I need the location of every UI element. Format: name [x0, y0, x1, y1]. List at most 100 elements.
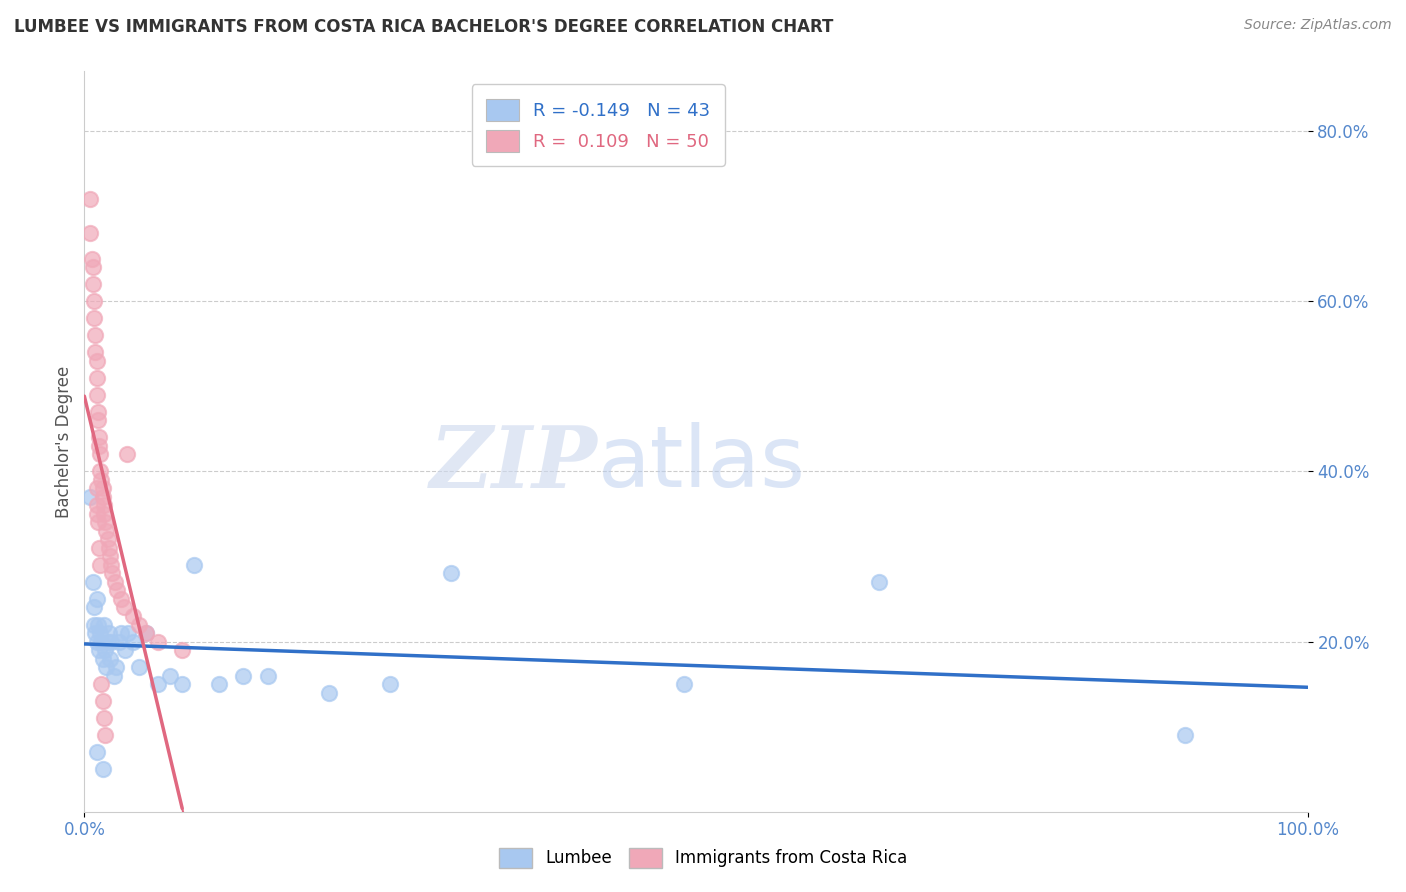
Point	[91, 490, 114, 504]
Point	[318, 685, 340, 699]
Point	[94, 643, 117, 657]
Point	[91, 651, 114, 665]
Point	[440, 566, 463, 581]
Point	[96, 660, 118, 674]
Point	[146, 634, 169, 648]
Point	[87, 430, 110, 444]
Point	[87, 643, 110, 657]
Legend: R = -0.149   N = 43, R =  0.109   N = 50: R = -0.149 N = 43, R = 0.109 N = 50	[471, 84, 724, 166]
Point	[128, 617, 150, 632]
Point	[87, 413, 110, 427]
Point	[83, 617, 105, 632]
Point	[183, 558, 205, 572]
Point	[82, 574, 104, 589]
Point	[79, 490, 101, 504]
Point	[89, 464, 111, 478]
Point	[86, 745, 108, 759]
Point	[159, 668, 181, 682]
Point	[128, 660, 150, 674]
Point	[86, 591, 108, 606]
Point	[105, 583, 128, 598]
Point	[122, 609, 145, 624]
Point	[83, 311, 105, 326]
Point	[96, 524, 118, 538]
Point	[100, 558, 122, 572]
Point	[84, 626, 107, 640]
Point	[94, 516, 117, 530]
Point	[86, 481, 108, 495]
Point	[94, 728, 117, 742]
Point	[91, 694, 114, 708]
Point	[146, 677, 169, 691]
Point	[84, 328, 107, 343]
Point	[232, 668, 254, 682]
Point	[172, 643, 194, 657]
Point	[87, 405, 110, 419]
Point	[91, 481, 114, 495]
Point	[98, 651, 121, 665]
Point	[869, 574, 891, 589]
Y-axis label: Bachelor's Degree: Bachelor's Degree	[55, 366, 73, 517]
Point	[122, 634, 145, 648]
Point	[105, 660, 128, 674]
Point	[90, 473, 112, 487]
Point	[135, 626, 157, 640]
Point	[79, 226, 101, 240]
Point	[117, 626, 139, 640]
Point	[110, 591, 132, 606]
Point	[87, 541, 110, 555]
Point	[90, 634, 112, 648]
Point	[97, 541, 120, 555]
Point	[107, 634, 129, 648]
Point	[97, 626, 120, 640]
Point	[83, 600, 105, 615]
Point	[110, 626, 132, 640]
Point	[1174, 728, 1197, 742]
Point	[82, 260, 104, 274]
Point	[97, 634, 120, 648]
Text: LUMBEE VS IMMIGRANTS FROM COSTA RICA BACHELOR'S DEGREE CORRELATION CHART: LUMBEE VS IMMIGRANTS FROM COSTA RICA BAC…	[14, 18, 834, 36]
Point	[93, 507, 115, 521]
Point	[90, 677, 112, 691]
Text: Source: ZipAtlas.com: Source: ZipAtlas.com	[1244, 18, 1392, 32]
Point	[86, 634, 108, 648]
Point	[100, 634, 122, 648]
Point	[91, 762, 114, 776]
Point	[257, 668, 280, 682]
Point	[93, 617, 115, 632]
Point	[115, 447, 138, 461]
Point	[86, 370, 108, 384]
Point	[104, 574, 127, 589]
Point	[84, 345, 107, 359]
Point	[87, 439, 110, 453]
Legend: Lumbee, Immigrants from Costa Rica: Lumbee, Immigrants from Costa Rica	[492, 841, 914, 875]
Point	[89, 447, 111, 461]
Point	[87, 617, 110, 632]
Point	[86, 507, 108, 521]
Point	[172, 677, 194, 691]
Point	[98, 549, 121, 564]
Point	[86, 499, 108, 513]
Text: atlas: atlas	[598, 422, 806, 505]
Point	[208, 677, 231, 691]
Point	[86, 388, 108, 402]
Point	[380, 677, 402, 691]
Point	[93, 711, 115, 725]
Point	[93, 499, 115, 513]
Point	[97, 533, 120, 547]
Point	[89, 558, 111, 572]
Point	[114, 643, 136, 657]
Point	[86, 353, 108, 368]
Point	[135, 626, 157, 640]
Point	[87, 516, 110, 530]
Point	[80, 252, 103, 266]
Point	[82, 277, 104, 292]
Point	[89, 626, 111, 640]
Point	[103, 668, 125, 682]
Point	[101, 566, 124, 581]
Point	[672, 677, 695, 691]
Point	[83, 294, 105, 309]
Point	[79, 192, 101, 206]
Text: ZIP: ZIP	[430, 422, 598, 506]
Point	[112, 600, 135, 615]
